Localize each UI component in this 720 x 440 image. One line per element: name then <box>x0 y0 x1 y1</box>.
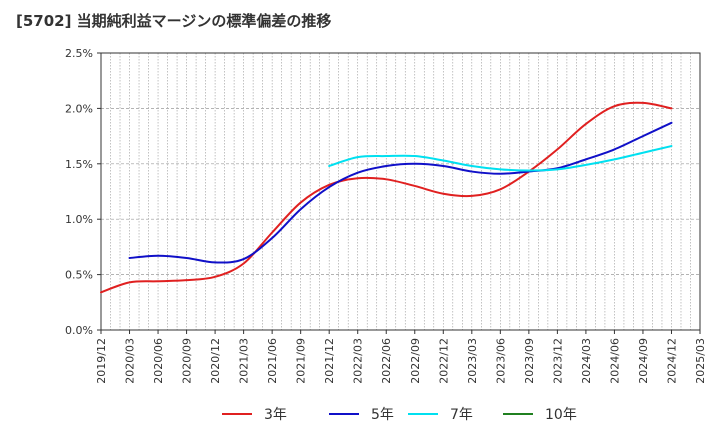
x-tick-label: 2020/06 <box>152 338 165 384</box>
x-tick-label: 2022/09 <box>409 338 422 384</box>
legend-label-5年: 5年 <box>371 407 394 423</box>
x-tick-label: 2023/06 <box>494 338 507 384</box>
plot-border <box>100 52 701 331</box>
series-line-3年 <box>100 101 673 294</box>
series-line-5年 <box>128 121 673 264</box>
series-lines <box>100 101 673 294</box>
y-tick-label: 2.5% <box>65 47 93 60</box>
y-tick-label: 1.0% <box>65 213 93 226</box>
x-tick-label: 2021/12 <box>323 338 336 384</box>
x-tick-label: 2020/09 <box>181 338 194 384</box>
x-tick-label: 2021/03 <box>238 338 251 384</box>
x-tick-label: 2022/03 <box>352 338 365 384</box>
plot-background <box>101 53 700 330</box>
x-tick-label: 2022/12 <box>437 338 450 384</box>
x-tick-label: 2024/09 <box>637 338 650 384</box>
plot-area <box>101 53 700 330</box>
axes <box>100 52 701 331</box>
x-tick-label: 2023/09 <box>523 338 536 384</box>
x-tick-label: 2023/03 <box>466 338 479 384</box>
x-tick-label: 2024/12 <box>665 338 678 384</box>
x-tick-label: 2025/03 <box>694 338 707 384</box>
x-tick-label: 2020/03 <box>124 338 137 384</box>
chart-title: [5702] 当期純利益マージンの標準偏差の推移 <box>16 12 332 30</box>
y-tick-label: 0.5% <box>65 269 93 282</box>
legend-label-10年: 10年 <box>545 407 577 423</box>
series-line-7年 <box>328 145 673 172</box>
x-tick-label: 2024/03 <box>580 338 593 384</box>
y-tick-label: 2.0% <box>65 102 93 115</box>
x-tick-label: 2021/06 <box>266 338 279 384</box>
legend-label-3年: 3年 <box>264 407 287 423</box>
x-tick-label: 2021/09 <box>295 338 308 384</box>
x-tick-label: 2019/12 <box>95 338 108 384</box>
y-tick-label: 1.5% <box>65 158 93 171</box>
legend-label-7年: 7年 <box>450 407 473 423</box>
legend: 3年 5年 7年 10年 <box>222 407 577 423</box>
x-tick-label: 2024/06 <box>608 338 621 384</box>
x-tick-label: 2020/12 <box>209 338 222 384</box>
x-tick-label: 2023/12 <box>551 338 564 384</box>
y-tick-label: 0.0% <box>65 324 93 337</box>
grid-lines <box>101 52 700 330</box>
x-tick-label: 2022/06 <box>380 338 393 384</box>
x-tick-labels: 2019/12 2020/03 2020/06 2020/09 2020/12 2021/… <box>95 330 707 384</box>
y-tick-labels: 0.0% 0.5% 1.0% 1.5% 2.0% 2.5% <box>65 47 101 337</box>
